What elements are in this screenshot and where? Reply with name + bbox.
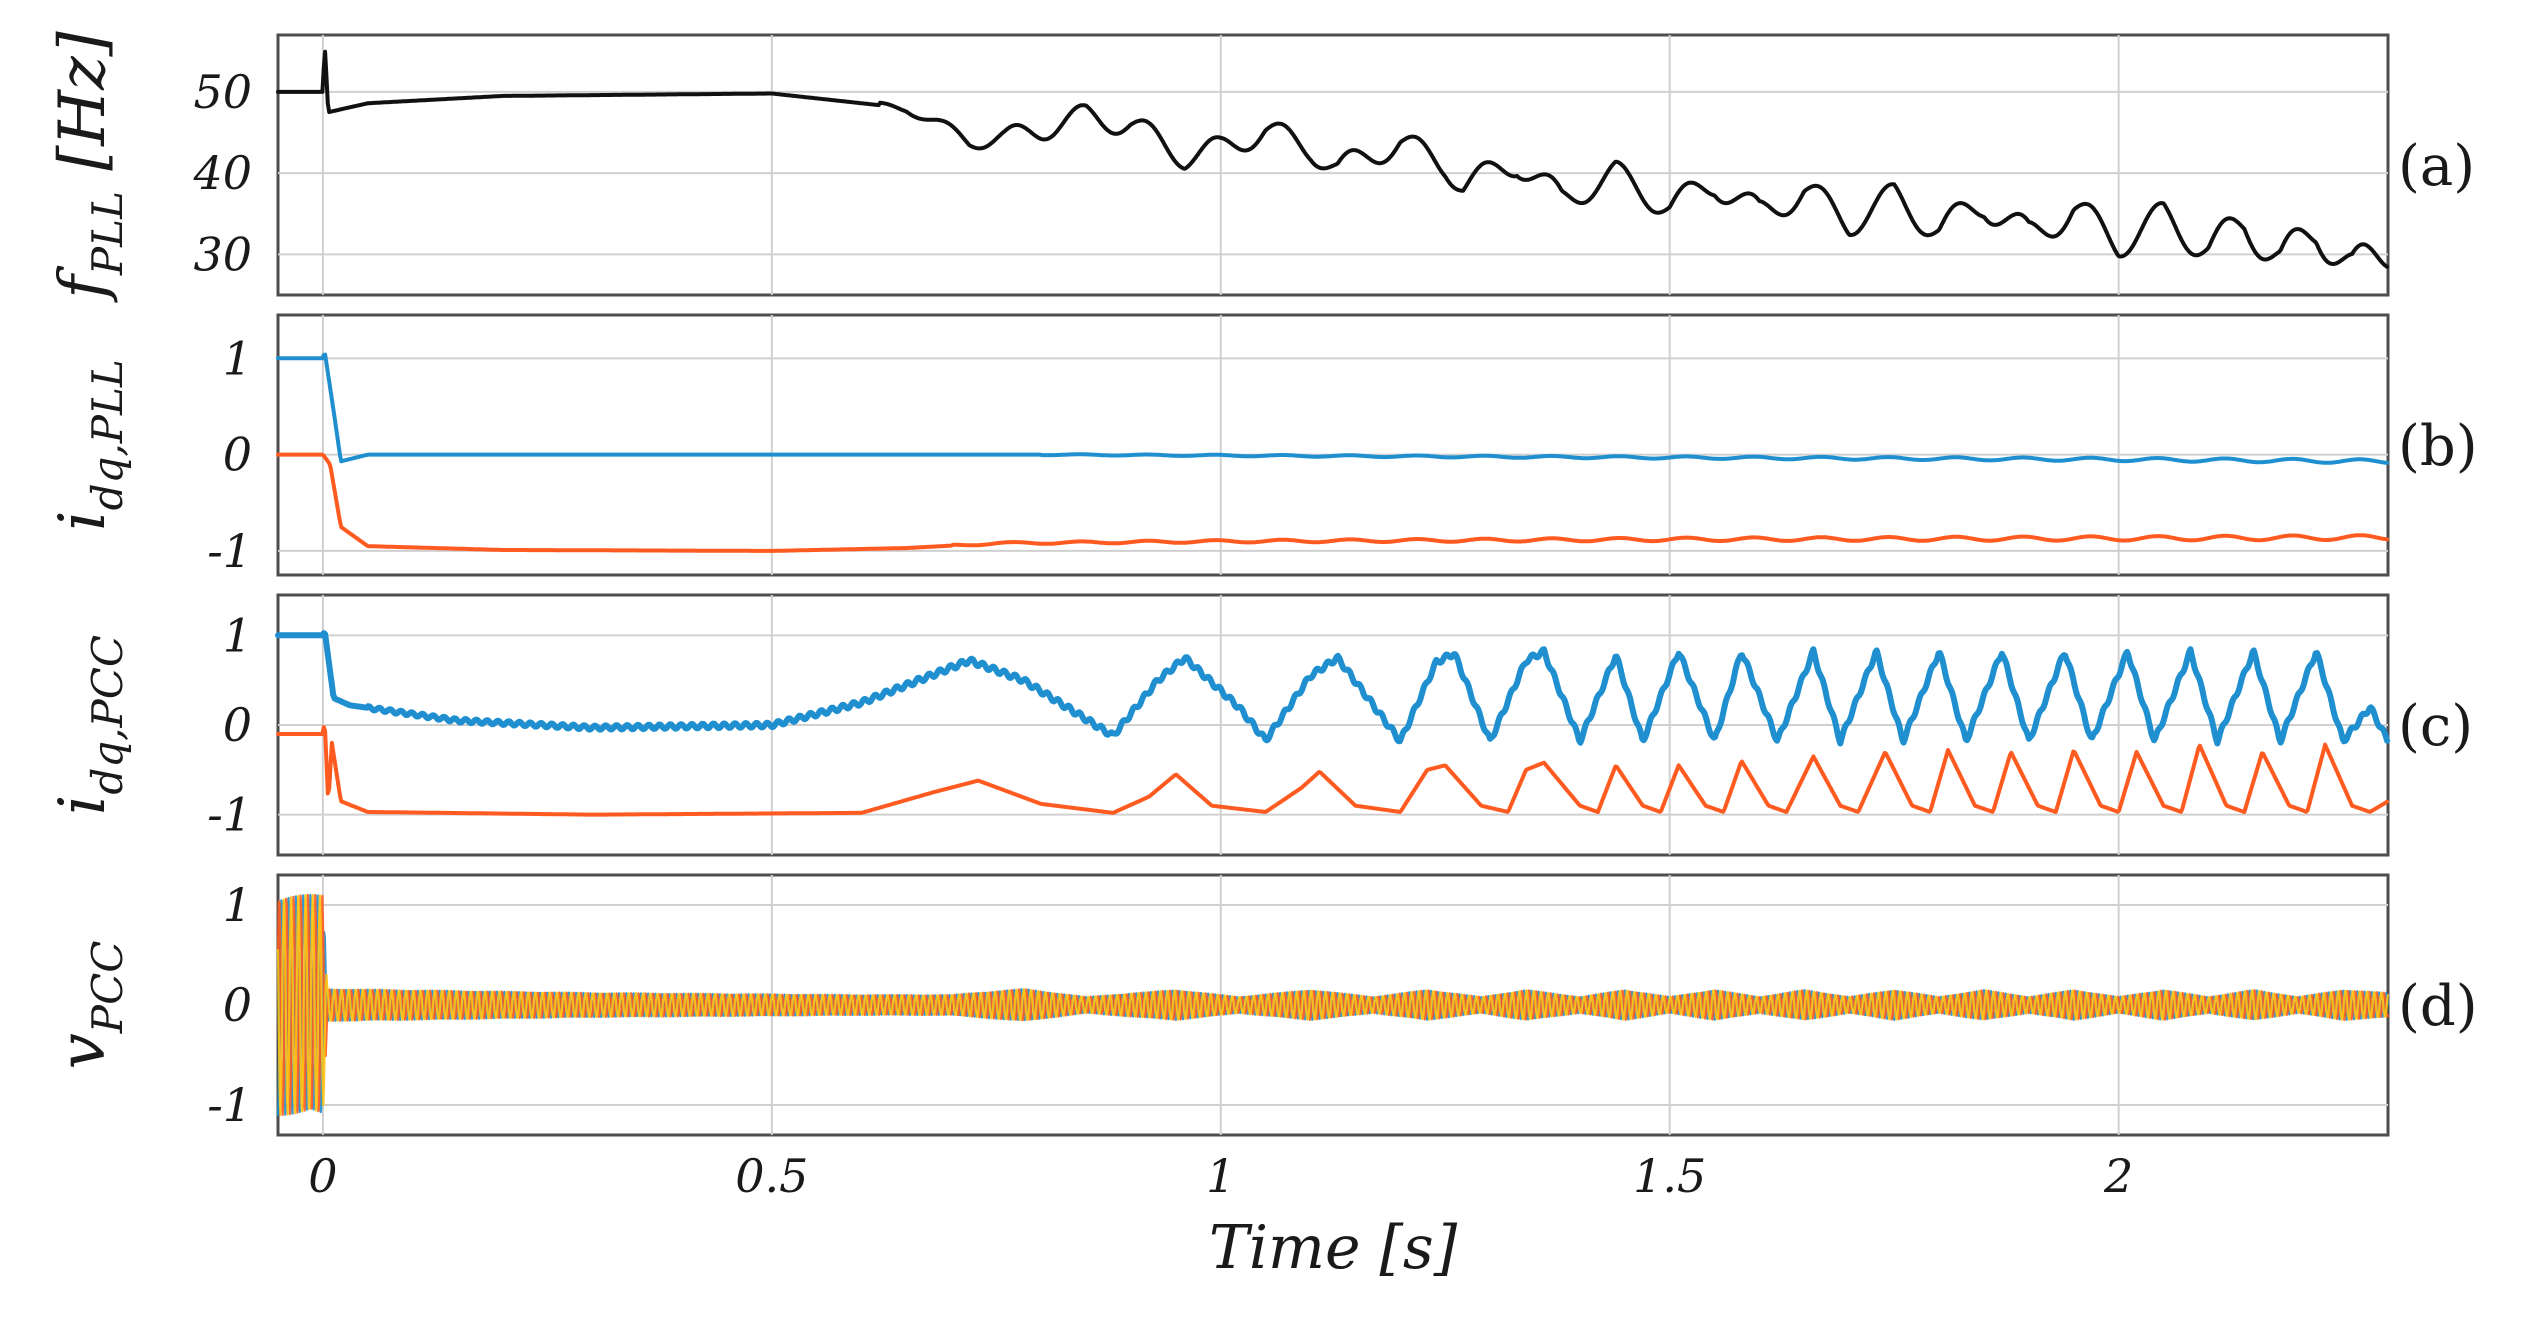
panel-a: fPLL [Hz] (a) 50 40 30 — [46, 30, 2475, 303]
panel-a-ylabel: fPLL [Hz] — [46, 30, 132, 303]
panel-b-ylabel: idq,PLL — [46, 359, 132, 531]
panel-d: vPCC (d) 1 0 -1 — [46, 873, 2478, 1137]
x-tick-label: 1 — [1206, 1149, 1235, 1203]
panel-a-traces — [276, 49, 2390, 269]
panel-d-label: (d) — [2398, 974, 2478, 1039]
panel-c-ylabel: idq,PCC — [46, 635, 132, 815]
panel-a-ytick-label: 50 — [193, 65, 252, 119]
panel-c: idq,PCC (c) 1 0 -1 — [46, 593, 2473, 857]
panel-b-label: (b) — [2398, 414, 2478, 479]
panel-a-label: (a) — [2398, 134, 2475, 199]
panel-b-ytick-label: 0 — [223, 428, 252, 482]
panel-b-ylabel-main: i — [46, 510, 120, 530]
panel-d-ylabel: vPCC — [46, 941, 132, 1070]
panel-c-ylabel-main: i — [46, 795, 120, 815]
panel-b-ytick-label: 1 — [223, 331, 252, 385]
x-tick-label: 1.5 — [1633, 1149, 1706, 1203]
panel-a-grid — [278, 35, 2388, 295]
panel-a-ytick-label: 30 — [193, 227, 252, 281]
panel-d-ytick-label: -1 — [207, 1078, 252, 1132]
panel-c-label: (c) — [2398, 694, 2473, 759]
panel-b-frame — [276, 313, 2390, 577]
panel-c-ytick-label: 0 — [223, 698, 252, 752]
panel-b-traces — [276, 352, 2390, 553]
x-axis-label: Time [s] — [1209, 1213, 1458, 1283]
panel-d-traces — [276, 893, 2389, 1117]
x-tick-label: 2 — [2103, 1149, 2133, 1203]
panel-d-ylabel-main: v — [46, 1033, 120, 1069]
panel-c-ylabel-sub: dq,PCC — [83, 635, 132, 795]
panel-c-ytick-label: -1 — [207, 788, 252, 842]
panel-d-ytick-label: 0 — [223, 978, 252, 1032]
panel-b-series-2 — [276, 452, 2390, 553]
panel-b-ytick-label: -1 — [207, 524, 252, 578]
panel-c-ytick-label: 1 — [223, 608, 252, 662]
panel-a-series-1 — [276, 49, 2390, 269]
x-tick-label: 0.5 — [735, 1149, 808, 1203]
panel-d-ylabel-sub: PCC — [83, 941, 132, 1035]
panel-c-series-1 — [275, 630, 2391, 747]
panel-b: idq,PLL (b) 1 0 -1 — [46, 313, 2478, 578]
panel-d-series-3 — [276, 893, 2389, 1117]
panel-b-series-1 — [276, 352, 2390, 465]
panel-c-traces — [275, 630, 2391, 817]
panel-b-ylabel-sub: dq,PLL — [83, 359, 132, 510]
x-tick-label: 0 — [308, 1149, 337, 1203]
panel-a-ylabel-sub: PLL — [83, 191, 132, 276]
panel-c-series-2 — [276, 725, 2390, 817]
panel-d-ytick-label: 1 — [223, 878, 252, 932]
panel-a-ytick-label: 40 — [192, 146, 252, 200]
panel-a-ylabel-unit: [Hz] — [46, 30, 120, 191]
